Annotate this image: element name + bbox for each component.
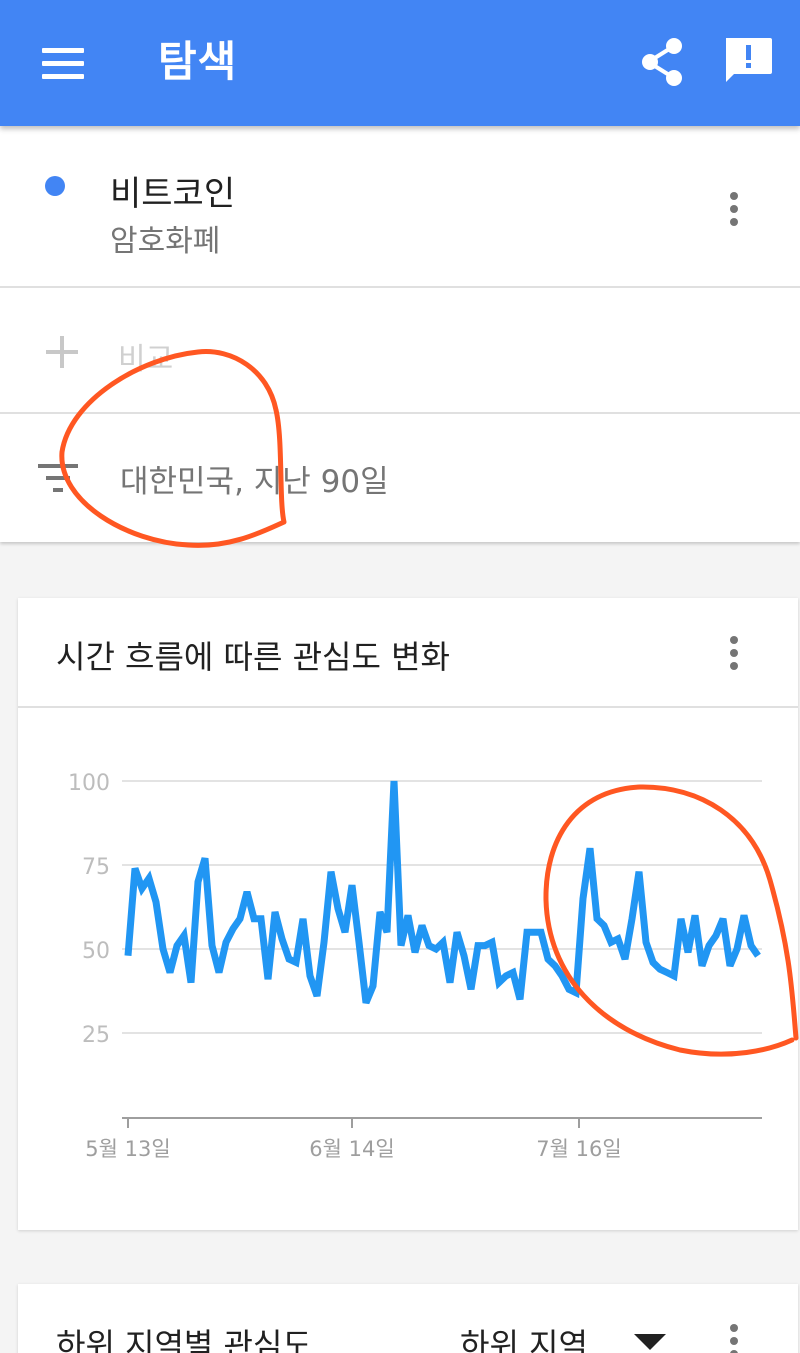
filter-icon: [38, 462, 82, 494]
compare-row[interactable]: 비교: [0, 288, 800, 414]
y-tick-label: 25: [82, 1023, 110, 1048]
term-color-dot: [45, 176, 65, 196]
interest-over-time-card: 시간 흐름에 따른 관심도 변화 25 50 75 100 5월 13일 6월 14일 7월…: [18, 598, 798, 1230]
subregion-card: 하위 지역별 관심도 하위 지역: [18, 1284, 798, 1353]
x-tick-label: 6월 14일: [309, 1137, 394, 1161]
app-bar: 탐색: [0, 0, 800, 126]
more-vert-icon[interactable]: [714, 184, 754, 234]
page-title: 탐색: [158, 37, 238, 86]
y-tick-label: 100: [68, 771, 110, 796]
filter-row[interactable]: 대한민국, 지난 90일: [0, 414, 800, 542]
y-tick-label: 50: [82, 939, 110, 964]
search-term-type: 암호화폐: [110, 224, 221, 259]
x-tick-label: 7월 16일: [536, 1137, 621, 1161]
compare-label: 비교: [118, 342, 174, 377]
card-title: 하위 지역별 관심도: [56, 1326, 312, 1353]
filter-label: 대한민국, 지난 90일: [120, 464, 389, 500]
add-icon: [44, 334, 80, 370]
search-card: 비트코인 암호화폐 비교 대한민국, 지난 90일: [0, 126, 800, 542]
line-chart[interactable]: 25 50 75 100 5월 13일 6월 14일 7월 16일: [18, 710, 798, 1230]
y-tick-label: 75: [82, 855, 110, 880]
more-vert-icon[interactable]: [714, 1316, 754, 1353]
search-term: 비트코인: [110, 174, 236, 214]
more-vert-icon[interactable]: [714, 628, 754, 678]
x-tick-label: 5월 13일: [85, 1137, 170, 1161]
search-term-row[interactable]: 비트코인 암호화폐: [0, 126, 800, 288]
dropdown-arrow-icon[interactable]: [634, 1334, 666, 1350]
share-icon[interactable]: [634, 34, 690, 90]
menu-icon[interactable]: [30, 34, 96, 94]
card-header: 시간 흐름에 따른 관심도 변화: [18, 598, 798, 708]
region-select[interactable]: 하위 지역: [460, 1326, 588, 1353]
card-title: 시간 흐름에 따른 관심도 변화: [56, 638, 450, 676]
feedback-icon[interactable]: [718, 32, 778, 92]
series-line[interactable]: [124, 780, 761, 1005]
